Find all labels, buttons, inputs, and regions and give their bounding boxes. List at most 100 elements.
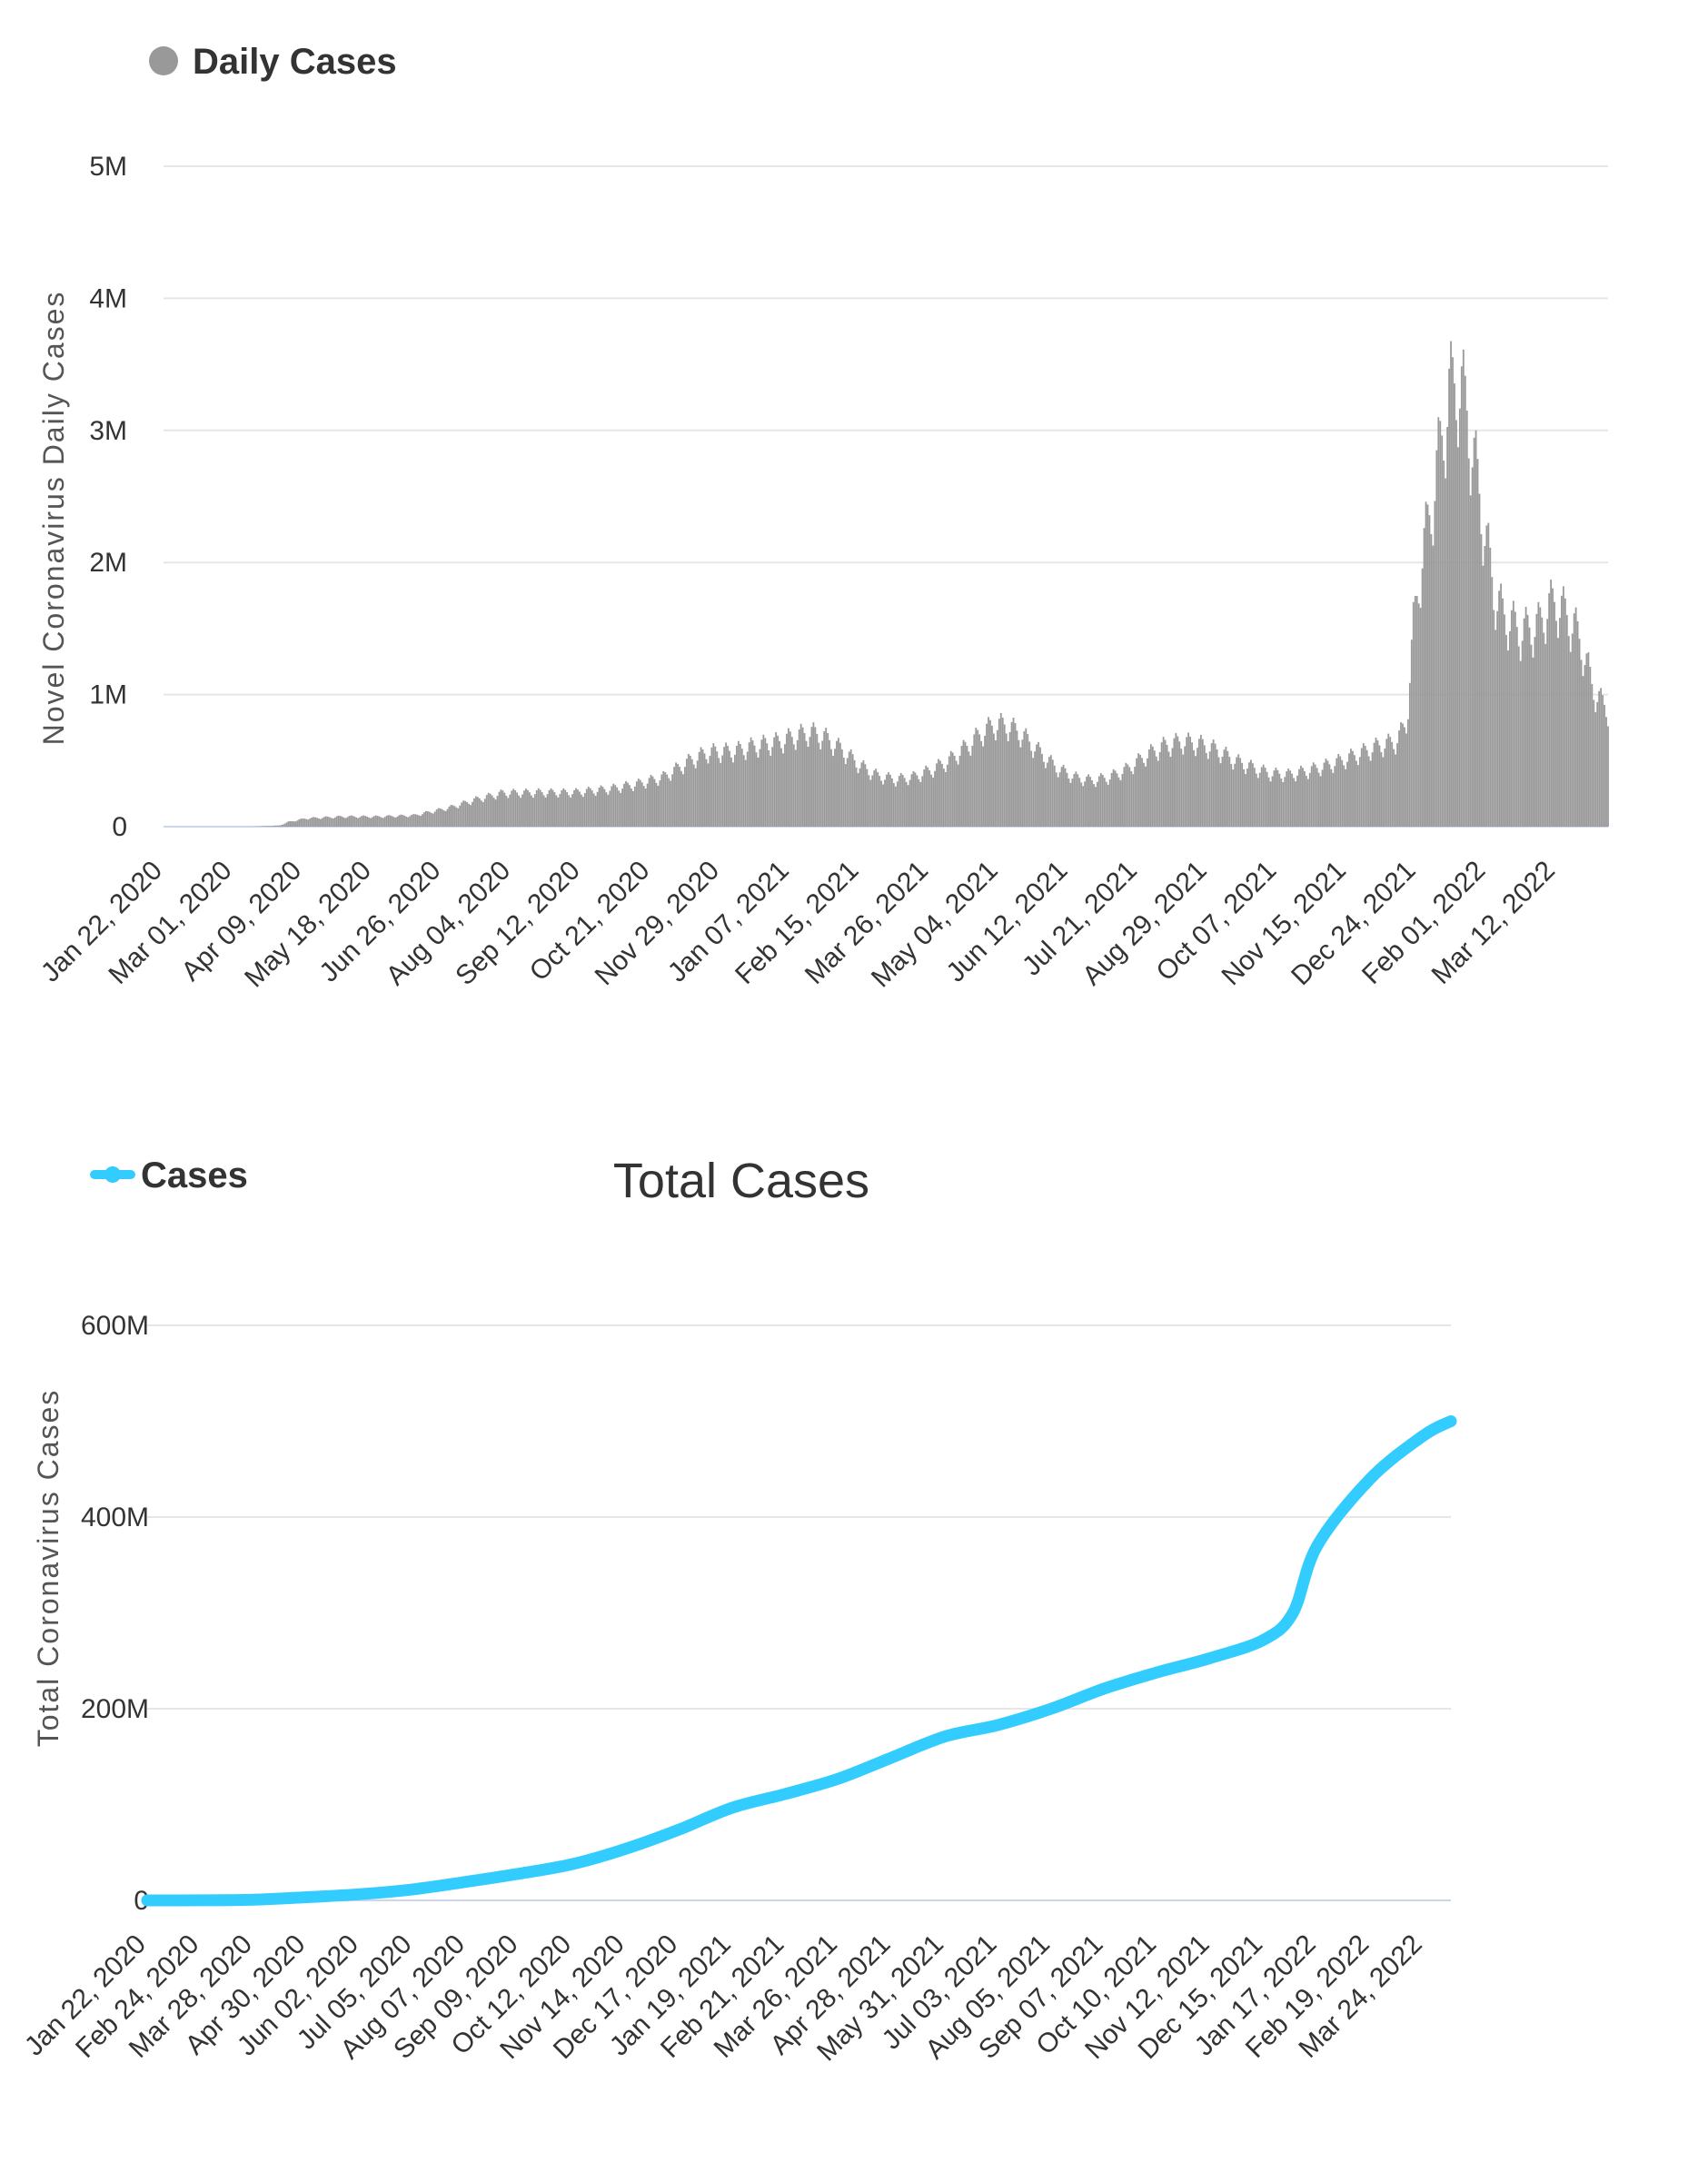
daily-bar[interactable] bbox=[1075, 771, 1077, 827]
daily-bar[interactable] bbox=[869, 779, 872, 827]
daily-bar[interactable] bbox=[452, 805, 454, 827]
daily-bar[interactable] bbox=[1348, 753, 1350, 827]
daily-bar[interactable] bbox=[789, 731, 791, 827]
daily-bar[interactable] bbox=[1058, 772, 1061, 827]
daily-bar[interactable] bbox=[332, 818, 334, 827]
daily-bar[interactable] bbox=[1352, 750, 1354, 827]
daily-bar[interactable] bbox=[1262, 764, 1265, 827]
daily-bar[interactable] bbox=[690, 759, 693, 827]
daily-bar[interactable] bbox=[1346, 761, 1348, 827]
daily-bar[interactable] bbox=[1408, 682, 1411, 827]
daily-bar[interactable] bbox=[305, 818, 308, 827]
daily-bar[interactable] bbox=[1014, 723, 1017, 827]
daily-bar[interactable] bbox=[361, 816, 363, 827]
daily-bar[interactable] bbox=[700, 747, 702, 827]
daily-bar[interactable] bbox=[1528, 627, 1531, 827]
daily-bar[interactable] bbox=[316, 818, 318, 827]
daily-bar[interactable] bbox=[1489, 547, 1492, 827]
daily-bar[interactable] bbox=[796, 739, 799, 827]
daily-bar[interactable] bbox=[423, 812, 425, 827]
total-cases-line[interactable] bbox=[141, 1415, 1457, 1907]
daily-bar[interactable] bbox=[1600, 688, 1603, 827]
daily-bar[interactable] bbox=[766, 743, 769, 827]
daily-bar[interactable] bbox=[592, 793, 595, 827]
daily-bar[interactable] bbox=[589, 788, 591, 827]
daily-bar[interactable] bbox=[882, 784, 884, 827]
daily-bar[interactable] bbox=[472, 801, 473, 827]
daily-bar[interactable] bbox=[1027, 734, 1029, 827]
total-cases-point[interactable] bbox=[1210, 1657, 1212, 1659]
daily-bar[interactable] bbox=[821, 740, 824, 827]
daily-bar[interactable] bbox=[1345, 769, 1346, 827]
daily-bar[interactable] bbox=[400, 814, 402, 827]
daily-bar[interactable] bbox=[1319, 776, 1322, 827]
daily-bar[interactable] bbox=[1437, 417, 1440, 827]
total-cases-point[interactable] bbox=[838, 1778, 839, 1780]
daily-bar[interactable] bbox=[418, 815, 420, 827]
daily-bar[interactable] bbox=[581, 797, 584, 827]
daily-legend-marker[interactable] bbox=[149, 46, 178, 75]
daily-bar[interactable] bbox=[1267, 777, 1270, 827]
daily-bar[interactable] bbox=[969, 755, 972, 827]
daily-bar[interactable] bbox=[803, 732, 806, 827]
daily-bar[interactable] bbox=[550, 788, 552, 827]
daily-bar[interactable] bbox=[1465, 410, 1468, 827]
daily-bar[interactable] bbox=[838, 738, 839, 827]
daily-bar[interactable] bbox=[689, 755, 691, 827]
daily-bar[interactable] bbox=[533, 794, 536, 827]
daily-bar[interactable] bbox=[694, 768, 697, 827]
daily-bar[interactable] bbox=[998, 719, 1000, 827]
daily-bar[interactable] bbox=[898, 776, 900, 827]
daily-bar[interactable] bbox=[1580, 660, 1583, 827]
daily-bar[interactable] bbox=[814, 727, 817, 827]
daily-bar[interactable] bbox=[1537, 601, 1540, 827]
daily-bar[interactable] bbox=[1467, 458, 1470, 827]
daily-bar[interactable] bbox=[687, 753, 690, 827]
daily-bar[interactable] bbox=[1582, 676, 1584, 827]
daily-bar[interactable] bbox=[537, 788, 540, 827]
daily-bar[interactable] bbox=[1203, 745, 1206, 827]
daily-bar[interactable] bbox=[742, 755, 745, 827]
daily-bar[interactable] bbox=[625, 780, 627, 827]
daily-bar[interactable] bbox=[273, 825, 275, 827]
daily-bar[interactable] bbox=[430, 812, 432, 827]
daily-bar[interactable] bbox=[1066, 772, 1068, 827]
daily-bar[interactable] bbox=[1232, 769, 1235, 827]
daily-bar[interactable] bbox=[326, 816, 329, 827]
daily-bar[interactable] bbox=[437, 808, 440, 827]
daily-bar[interactable] bbox=[1391, 741, 1394, 827]
daily-bar[interactable] bbox=[1312, 762, 1315, 827]
daily-bar[interactable] bbox=[1554, 601, 1555, 827]
daily-bar[interactable] bbox=[646, 783, 649, 827]
daily-bar[interactable] bbox=[770, 755, 772, 827]
total-cases-point[interactable] bbox=[359, 1893, 361, 1895]
daily-bar[interactable] bbox=[603, 788, 606, 827]
daily-bar[interactable] bbox=[359, 817, 362, 827]
daily-bar[interactable] bbox=[1064, 768, 1067, 827]
daily-bar[interactable] bbox=[368, 817, 370, 827]
daily-bar[interactable] bbox=[385, 815, 388, 827]
daily-bar[interactable] bbox=[1393, 749, 1395, 827]
daily-bar[interactable] bbox=[485, 795, 488, 827]
daily-bar[interactable] bbox=[1096, 781, 1098, 827]
daily-bar[interactable] bbox=[333, 817, 336, 827]
daily-bar[interactable] bbox=[734, 754, 736, 827]
daily-bar[interactable] bbox=[1018, 739, 1020, 827]
daily-bar[interactable] bbox=[1256, 778, 1259, 827]
daily-bar[interactable] bbox=[1178, 741, 1181, 827]
daily-bar[interactable] bbox=[492, 798, 495, 827]
daily-bar[interactable] bbox=[999, 712, 1002, 827]
daily-bar[interactable] bbox=[1147, 758, 1148, 827]
daily-bar[interactable] bbox=[989, 719, 991, 827]
daily-bar[interactable] bbox=[984, 735, 986, 827]
daily-bar[interactable] bbox=[1425, 501, 1427, 827]
daily-bar[interactable] bbox=[343, 817, 345, 827]
daily-bar[interactable] bbox=[1089, 777, 1091, 827]
daily-bar[interactable] bbox=[462, 800, 465, 827]
daily-bar[interactable] bbox=[266, 826, 268, 827]
daily-bar[interactable] bbox=[422, 814, 423, 827]
daily-bar[interactable] bbox=[607, 794, 610, 827]
daily-bar[interactable] bbox=[1457, 447, 1459, 827]
daily-bar[interactable] bbox=[635, 781, 638, 827]
daily-bar[interactable] bbox=[1164, 739, 1167, 827]
